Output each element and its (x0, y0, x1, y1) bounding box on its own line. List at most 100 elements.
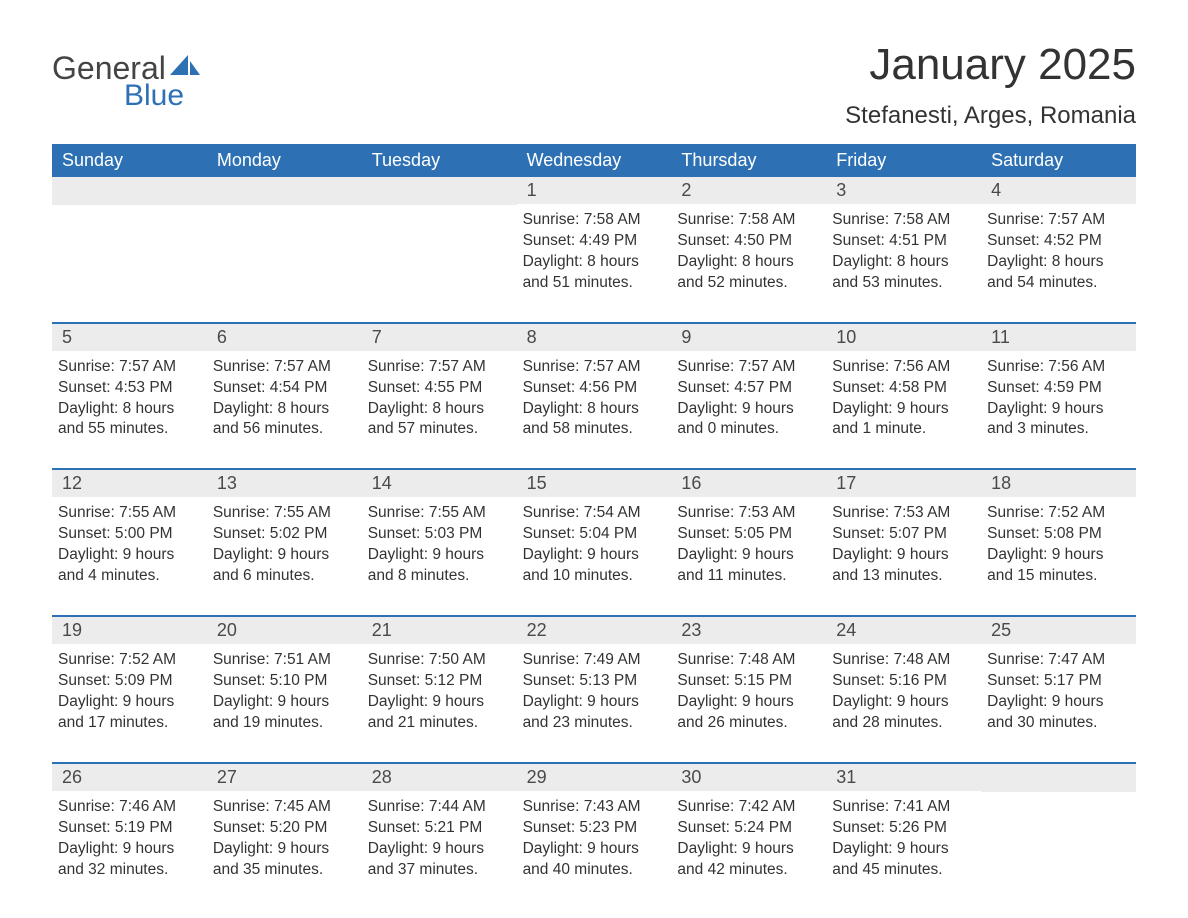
day-line: Sunset: 5:00 PM (58, 524, 197, 545)
day-line: Sunrise: 7:57 AM (523, 357, 662, 378)
day-number (52, 177, 207, 205)
day-number: 22 (517, 617, 672, 644)
day-line: and 35 minutes. (213, 860, 352, 881)
day-line: and 52 minutes. (677, 273, 816, 294)
week-row: 1Sunrise: 7:58 AMSunset: 4:49 PMDaylight… (52, 177, 1136, 296)
day-line: Daylight: 9 hours (523, 545, 662, 566)
day-line: Daylight: 9 hours (987, 692, 1126, 713)
day-cell: 23Sunrise: 7:48 AMSunset: 5:15 PMDayligh… (671, 617, 826, 736)
day-line: Sunrise: 7:55 AM (368, 503, 507, 524)
day-line: Daylight: 9 hours (832, 839, 971, 860)
day-content: Sunrise: 7:42 AMSunset: 5:24 PMDaylight:… (671, 791, 826, 883)
day-content: Sunrise: 7:54 AMSunset: 5:04 PMDaylight:… (517, 497, 672, 589)
day-line: Sunrise: 7:55 AM (213, 503, 352, 524)
day-number: 28 (362, 764, 517, 791)
day-cell: 11Sunrise: 7:56 AMSunset: 4:59 PMDayligh… (981, 324, 1136, 443)
day-line: Daylight: 9 hours (832, 692, 971, 713)
day-number: 13 (207, 470, 362, 497)
day-cell (362, 177, 517, 296)
day-line: Daylight: 8 hours (213, 399, 352, 420)
title-block: January 2025 Stefanesti, Arges, Romania (845, 40, 1136, 130)
day-line: Sunrise: 7:50 AM (368, 650, 507, 671)
day-line: Sunrise: 7:57 AM (987, 210, 1126, 231)
day-line: Sunrise: 7:41 AM (832, 797, 971, 818)
day-line: Sunset: 5:24 PM (677, 818, 816, 839)
day-number: 4 (981, 177, 1136, 204)
day-content: Sunrise: 7:44 AMSunset: 5:21 PMDaylight:… (362, 791, 517, 883)
day-line: and 15 minutes. (987, 566, 1126, 587)
week-row: 26Sunrise: 7:46 AMSunset: 5:19 PMDayligh… (52, 762, 1136, 883)
day-cell: 21Sunrise: 7:50 AMSunset: 5:12 PMDayligh… (362, 617, 517, 736)
day-line: and 40 minutes. (523, 860, 662, 881)
day-number: 23 (671, 617, 826, 644)
day-line: Sunset: 5:16 PM (832, 671, 971, 692)
day-cell: 29Sunrise: 7:43 AMSunset: 5:23 PMDayligh… (517, 764, 672, 883)
location: Stefanesti, Arges, Romania (845, 102, 1136, 130)
day-line: Daylight: 8 hours (987, 252, 1126, 273)
day-line: and 26 minutes. (677, 713, 816, 734)
day-line: Sunrise: 7:48 AM (832, 650, 971, 671)
day-content: Sunrise: 7:56 AMSunset: 4:59 PMDaylight:… (981, 351, 1136, 443)
day-content: Sunrise: 7:57 AMSunset: 4:54 PMDaylight:… (207, 351, 362, 443)
month-title: January 2025 (845, 40, 1136, 90)
day-line: Daylight: 9 hours (832, 399, 971, 420)
header: General Blue January 2025 Stefanesti, Ar… (52, 40, 1136, 130)
day-line: and 3 minutes. (987, 419, 1126, 440)
day-line: Daylight: 9 hours (368, 692, 507, 713)
day-line: Sunset: 4:56 PM (523, 378, 662, 399)
day-line: Sunset: 5:08 PM (987, 524, 1126, 545)
day-number: 20 (207, 617, 362, 644)
logo: General Blue (52, 50, 202, 113)
day-line: and 58 minutes. (523, 419, 662, 440)
day-line: and 45 minutes. (832, 860, 971, 881)
day-line: Sunset: 5:26 PM (832, 818, 971, 839)
day-line: and 19 minutes. (213, 713, 352, 734)
day-line: Sunrise: 7:42 AM (677, 797, 816, 818)
day-cell: 27Sunrise: 7:45 AMSunset: 5:20 PMDayligh… (207, 764, 362, 883)
day-header-thursday: Thursday (671, 144, 826, 177)
day-line: Sunrise: 7:56 AM (832, 357, 971, 378)
day-number: 30 (671, 764, 826, 791)
day-cell: 30Sunrise: 7:42 AMSunset: 5:24 PMDayligh… (671, 764, 826, 883)
day-number: 8 (517, 324, 672, 351)
day-line: Sunrise: 7:57 AM (677, 357, 816, 378)
week-row: 12Sunrise: 7:55 AMSunset: 5:00 PMDayligh… (52, 468, 1136, 589)
day-content: Sunrise: 7:58 AMSunset: 4:49 PMDaylight:… (517, 204, 672, 296)
day-line: and 55 minutes. (58, 419, 197, 440)
day-line: and 23 minutes. (523, 713, 662, 734)
day-line: Sunset: 5:03 PM (368, 524, 507, 545)
day-line: and 0 minutes. (677, 419, 816, 440)
sail-icon (170, 53, 202, 79)
day-cell: 31Sunrise: 7:41 AMSunset: 5:26 PMDayligh… (826, 764, 981, 883)
day-content: Sunrise: 7:43 AMSunset: 5:23 PMDaylight:… (517, 791, 672, 883)
day-line: Daylight: 9 hours (677, 399, 816, 420)
day-line: and 11 minutes. (677, 566, 816, 587)
day-line: Daylight: 8 hours (523, 252, 662, 273)
day-line: Sunrise: 7:47 AM (987, 650, 1126, 671)
day-line: Sunset: 4:59 PM (987, 378, 1126, 399)
day-line: and 28 minutes. (832, 713, 971, 734)
day-line: Daylight: 9 hours (213, 692, 352, 713)
day-line: Sunset: 5:23 PM (523, 818, 662, 839)
day-line: Daylight: 9 hours (213, 839, 352, 860)
day-content: Sunrise: 7:58 AMSunset: 4:51 PMDaylight:… (826, 204, 981, 296)
day-line: and 1 minute. (832, 419, 971, 440)
week-row: 5Sunrise: 7:57 AMSunset: 4:53 PMDaylight… (52, 322, 1136, 443)
day-line: Daylight: 9 hours (987, 545, 1126, 566)
day-line: Daylight: 9 hours (677, 839, 816, 860)
day-line: and 32 minutes. (58, 860, 197, 881)
day-header-tuesday: Tuesday (362, 144, 517, 177)
day-line: Daylight: 9 hours (832, 545, 971, 566)
day-line: and 4 minutes. (58, 566, 197, 587)
day-cell (207, 177, 362, 296)
day-header-friday: Friday (826, 144, 981, 177)
week-row: 19Sunrise: 7:52 AMSunset: 5:09 PMDayligh… (52, 615, 1136, 736)
day-line: Sunrise: 7:49 AM (523, 650, 662, 671)
day-header-wednesday: Wednesday (517, 144, 672, 177)
day-cell: 1Sunrise: 7:58 AMSunset: 4:49 PMDaylight… (517, 177, 672, 296)
day-cell: 17Sunrise: 7:53 AMSunset: 5:07 PMDayligh… (826, 470, 981, 589)
day-content: Sunrise: 7:57 AMSunset: 4:52 PMDaylight:… (981, 204, 1136, 296)
day-number: 5 (52, 324, 207, 351)
day-line: Sunset: 5:17 PM (987, 671, 1126, 692)
day-content: Sunrise: 7:51 AMSunset: 5:10 PMDaylight:… (207, 644, 362, 736)
